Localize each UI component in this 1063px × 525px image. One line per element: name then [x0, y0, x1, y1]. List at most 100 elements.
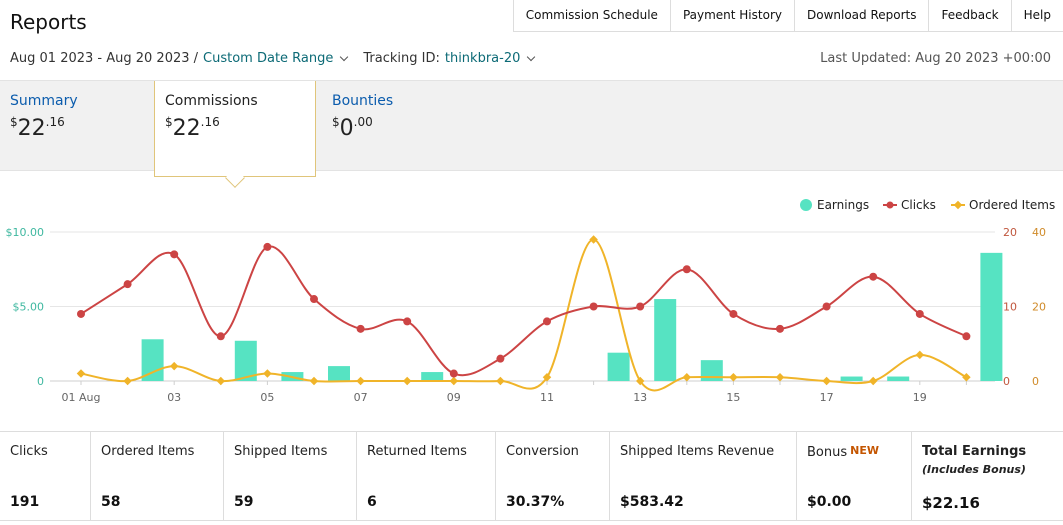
page-title: Reports: [10, 10, 87, 34]
ordered-items-point: [962, 373, 971, 382]
nav-payment-history[interactable]: Payment History: [671, 0, 795, 31]
tracking-id-label: Tracking ID:: [363, 51, 440, 66]
amount-dollars: 22: [17, 116, 46, 141]
currency-symbol: $: [165, 115, 173, 129]
stat-value: 30.37%: [506, 494, 565, 510]
legend-earnings-label: Earnings: [817, 198, 869, 212]
report-header: Reports Commission Schedule Payment Hist…: [0, 0, 1063, 80]
clicks-point: [636, 302, 645, 311]
ordered-items-point: [402, 376, 412, 386]
tab-label: Summary: [10, 93, 78, 109]
y-tick-label-earnings: $10.00: [6, 226, 45, 239]
stat-value: $0.00: [807, 494, 852, 510]
legend-clicks-swatch: [886, 201, 894, 209]
tab-label: Bounties: [332, 93, 394, 109]
x-tick-label: 05: [260, 391, 274, 404]
stat-value: 59: [234, 494, 254, 510]
amount-dollars: 22: [172, 116, 201, 141]
tab-commissions[interactable]: Commissions $22.16: [154, 81, 316, 177]
amount-cents: .16: [45, 115, 65, 129]
stat-total-earnings: Total Earnings (Includes Bonus) $22.16: [912, 432, 1063, 520]
earnings-bar: [328, 366, 350, 381]
ordered-items-point: [822, 376, 831, 386]
clicks-point: [729, 309, 738, 318]
stat-clicks: Clicks 191: [0, 432, 91, 520]
stat-shipped-items: Shipped Items 59: [224, 432, 357, 520]
x-tick-label: 11: [540, 391, 554, 404]
stat-label: Total Earnings: [922, 444, 1027, 459]
clicks-point: [356, 324, 365, 333]
chevron-down-icon[interactable]: [527, 52, 536, 61]
stat-label: Returned Items: [367, 444, 467, 459]
earnings-bar: [887, 376, 910, 381]
earnings-chart: 0 0 0 $5.00 10 20 $10.00 20 40 01 Aug 03 05 07 09 11 13…: [6, 198, 1056, 404]
tab-bounties[interactable]: Bounties $0.00: [322, 81, 482, 171]
ordered-items-point: [635, 376, 645, 386]
tab-amount: $0.00: [332, 115, 472, 141]
earnings-bar: [607, 352, 630, 381]
x-tick-label: 15: [726, 391, 740, 404]
clicks-point: [776, 324, 784, 333]
ordered-items-line: [80, 238, 967, 392]
stat-label: Bonus NEW: [807, 444, 901, 460]
chevron-down-icon[interactable]: [340, 52, 349, 61]
nav-commission-schedule[interactable]: Commission Schedule: [514, 0, 671, 31]
clicks-point: [170, 250, 179, 259]
amount-cents: .00: [353, 115, 373, 129]
tracking-id-dropdown[interactable]: thinkbra-20: [444, 51, 521, 66]
top-navigation: Commission Schedule Payment History Down…: [512, 0, 1063, 32]
date-range-dropdown[interactable]: Custom Date Range: [203, 51, 334, 66]
ordered-items-point: [309, 376, 319, 386]
nav-feedback[interactable]: Feedback: [929, 0, 1012, 31]
nav-help[interactable]: Help: [1023, 8, 1051, 22]
x-tick-label: 19: [913, 391, 927, 404]
stat-shipped-revenue: Shipped Items Revenue $583.42: [610, 432, 797, 520]
clicks-point: [310, 295, 318, 304]
clicks-point: [216, 332, 225, 341]
ordered-items-point: [356, 376, 365, 386]
ordered-items-point: [729, 373, 738, 382]
amount-cents: .16: [200, 115, 220, 129]
clicks-line: [80, 245, 967, 377]
earnings-bar: [421, 372, 444, 381]
ordered-items-point: [589, 235, 598, 244]
ordered-items-point: [123, 376, 132, 386]
y-tick-label-ordered: 40: [1032, 226, 1046, 239]
x-tick-label: 07: [354, 391, 368, 404]
y-tick-label-clicks: 20: [1003, 226, 1017, 239]
earnings-bar: [980, 252, 1003, 381]
ordered-items-point: [216, 376, 226, 386]
legend-earnings-swatch: [800, 199, 812, 211]
stat-label: Clicks: [10, 444, 48, 459]
stat-value: $583.42: [620, 494, 684, 510]
y-tick-label-clicks: 0: [1003, 375, 1010, 388]
clicks-point: [263, 242, 272, 251]
stat-label: Shipped Items: [234, 444, 328, 459]
ordered-items-point: [868, 376, 878, 386]
stat-label: Shipped Items Revenue: [620, 444, 775, 459]
y-tick-label-earnings: $5.00: [13, 301, 45, 314]
clicks-point: [77, 309, 85, 318]
x-tick-label: 03: [167, 391, 181, 404]
nav-download-reports[interactable]: Download Reports: [795, 0, 930, 31]
clicks-point: [962, 332, 971, 341]
ordered-items-point: [915, 350, 925, 360]
clicks-point: [915, 309, 924, 318]
currency-symbol: $: [10, 115, 18, 129]
legend-ordered-swatch: [953, 200, 963, 210]
stat-returned-items: Returned Items 6: [357, 432, 496, 520]
clicks-point: [403, 317, 412, 326]
clicks-point: [496, 354, 505, 363]
bonus-label: Bonus: [807, 445, 848, 460]
x-tick-label: 09: [447, 391, 461, 404]
clicks-point: [822, 302, 831, 311]
tab-amount: $22.16: [10, 115, 144, 141]
tab-label: Commissions: [165, 93, 258, 109]
amount-dollars: 0: [339, 116, 354, 141]
ordered-items-point: [542, 373, 552, 382]
clicks-point: [682, 265, 691, 274]
tab-summary[interactable]: Summary $22.16: [0, 81, 154, 171]
x-tick-label: 17: [820, 391, 834, 404]
summary-tabs: Summary $22.16 Commissions $22.16 Bounti…: [0, 80, 1063, 177]
stat-bonus: Bonus NEW $0.00: [797, 432, 912, 520]
